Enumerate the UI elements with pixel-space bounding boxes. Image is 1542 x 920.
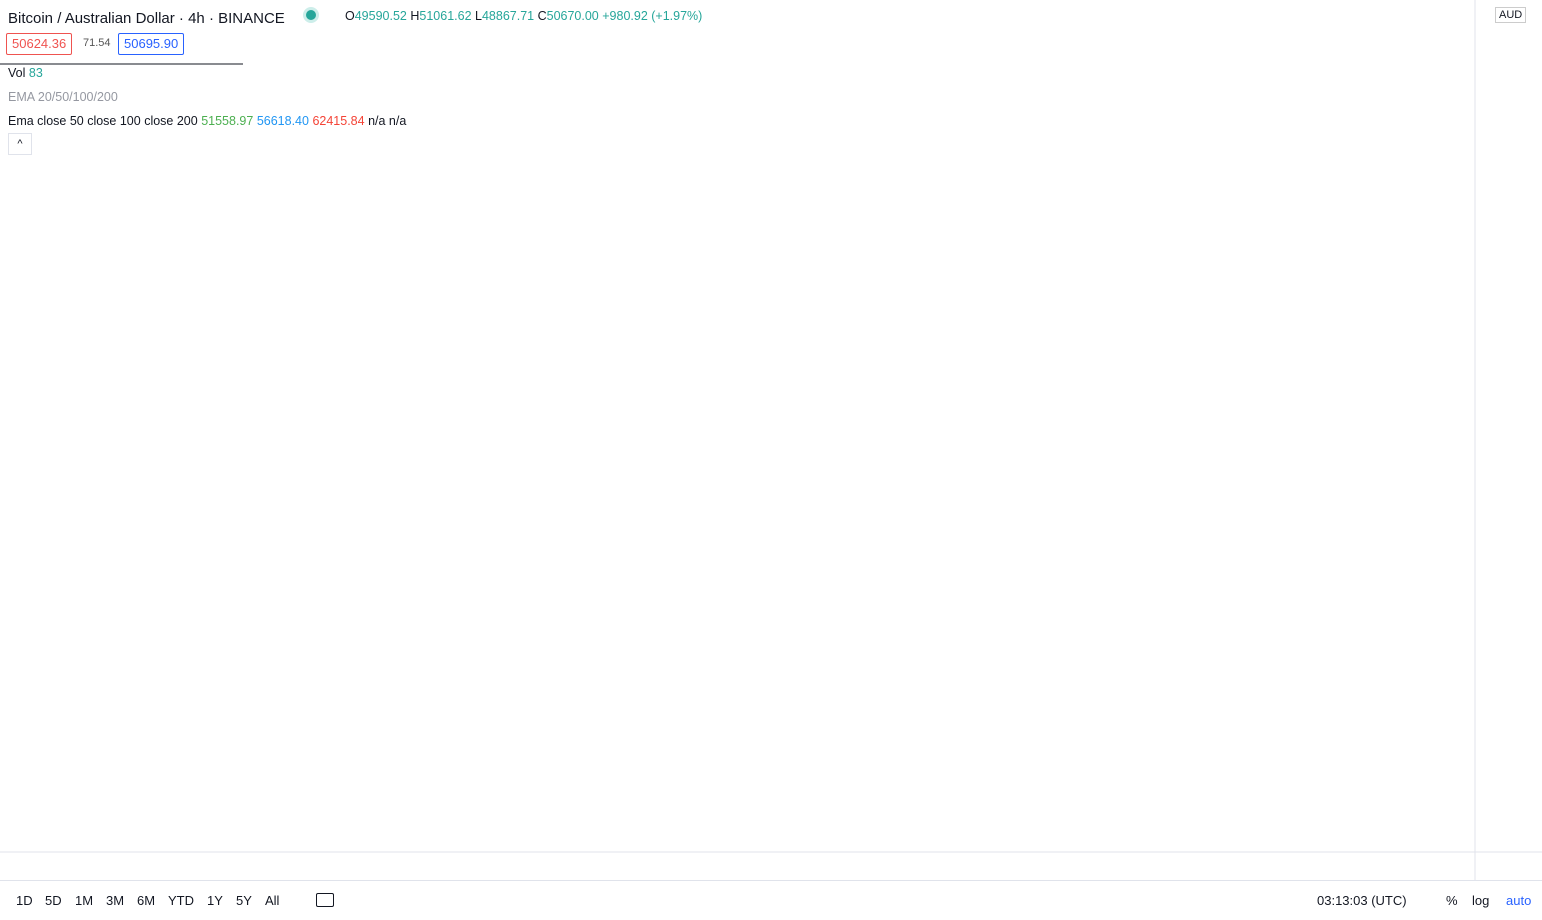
c-value: 50670.00 [546, 9, 599, 23]
l-key: L [475, 9, 482, 23]
range-button[interactable]: 1Y [207, 893, 223, 908]
volume-legend: Vol 83 [8, 66, 43, 80]
percent-button[interactable]: % [1446, 893, 1458, 908]
header: Bitcoin / Australian Dollar · 4h · BINAN… [8, 7, 319, 27]
change: +980.92 (+1.97%) [602, 9, 703, 23]
ema-collapsed[interactable]: EMA 20/50/100/200 [8, 90, 118, 104]
ema-name: Ema close 50 close 100 close 200 [8, 114, 198, 128]
interval: 4h [188, 10, 205, 27]
ema-na: n/a n/a [368, 114, 407, 128]
exchange: BINANCE [218, 10, 285, 27]
ohlc-legend: O49590.52 H51061.62 L48867.71 C50670.00 … [345, 9, 702, 23]
market-status[interactable] [302, 7, 319, 23]
vol-label: Vol [8, 66, 26, 80]
l-value: 48867.71 [481, 9, 535, 23]
c-key: C [537, 9, 547, 23]
o-value: 49590.52 [354, 9, 407, 23]
h-key: H [410, 9, 420, 23]
toolbar: 1D 5D 1M 3M 6M YTD 1Y 5Y All 03:13:03 (U… [0, 880, 1542, 920]
ask-button[interactable]: 50695.90 [118, 33, 185, 55]
spread: 71.54 [83, 37, 111, 49]
range-button[interactable]: 5Y [236, 893, 252, 908]
bid-button[interactable]: 50624.36 [6, 33, 73, 55]
collapse-button[interactable]: ^ [8, 133, 32, 155]
ema-value: 56618.40 [256, 114, 309, 128]
range-button[interactable]: All [265, 893, 280, 908]
h-value: 51061.62 [419, 9, 472, 23]
symbol: Bitcoin / Australian Dollar [8, 10, 175, 27]
range-button[interactable]: YTD [168, 893, 194, 908]
range-button[interactable]: 6M [137, 893, 156, 908]
range-button[interactable]: 1M [75, 893, 94, 908]
vol-value: 83 [28, 66, 43, 80]
range-button[interactable]: 1D [16, 893, 33, 908]
range-button[interactable]: 3M [106, 893, 125, 908]
currency[interactable]: AUD [1495, 7, 1527, 23]
auto-button[interactable]: auto [1506, 893, 1532, 908]
o-key: O [345, 9, 355, 23]
log-button[interactable]: log [1472, 893, 1490, 908]
ema-value: 62415.84 [312, 114, 365, 128]
ema-legend: Ema close 50 close 100 close 200 51558.9… [8, 114, 406, 128]
date-range-button[interactable] [316, 893, 334, 907]
ema-value: 51558.97 [201, 114, 254, 128]
clock[interactable]: 03:13:03 (UTC) [1317, 893, 1407, 908]
range-button[interactable]: 5D [45, 893, 62, 908]
chart [0, 0, 1542, 880]
